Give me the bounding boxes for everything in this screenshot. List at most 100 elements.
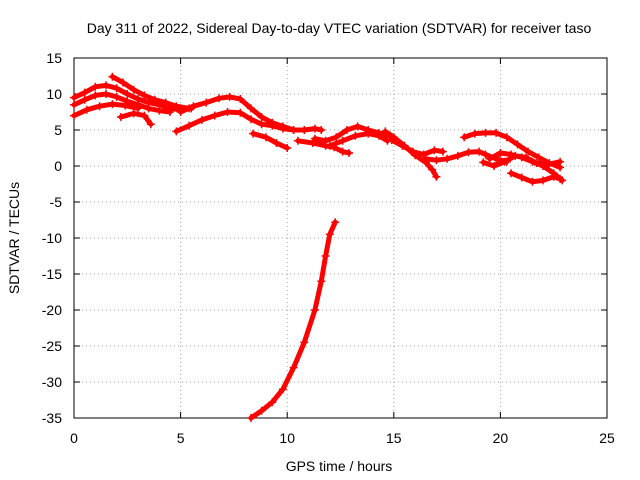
data-point <box>310 134 319 143</box>
data-point <box>129 85 138 94</box>
x-tick-label: 20 <box>493 430 509 446</box>
data-point <box>481 128 490 137</box>
data-point <box>82 105 91 114</box>
y-tick-label: -5 <box>50 194 63 210</box>
data-point <box>293 136 302 145</box>
data-point <box>119 78 127 87</box>
y-tick-label: -30 <box>42 374 62 390</box>
data-point <box>247 115 255 124</box>
series-track-11 <box>327 131 390 149</box>
data-point <box>443 154 452 163</box>
data-point <box>338 136 347 145</box>
y-tick-label: -15 <box>42 266 62 282</box>
data-point <box>112 84 121 93</box>
data-point <box>543 160 552 169</box>
data-point <box>289 363 298 372</box>
data-point <box>202 98 211 107</box>
data-point <box>556 175 565 183</box>
data-point <box>257 120 266 129</box>
data-point <box>332 133 341 142</box>
data-point <box>121 101 130 110</box>
data-point <box>102 81 110 90</box>
data-point <box>278 124 287 133</box>
x-tick-label: 15 <box>386 430 402 446</box>
data-point <box>310 306 319 314</box>
data-point <box>144 104 153 113</box>
data-point <box>430 146 439 155</box>
data-point <box>490 162 498 170</box>
data-point <box>112 92 121 101</box>
data-point <box>116 113 125 121</box>
series-track-15 <box>461 130 563 170</box>
data-point <box>496 149 505 157</box>
x-tick-label: 10 <box>279 430 295 446</box>
data-point <box>528 177 537 186</box>
data-point <box>485 154 494 163</box>
data-point <box>460 133 469 142</box>
data-point <box>257 406 266 415</box>
data-point <box>102 90 110 98</box>
data-point <box>257 113 266 121</box>
series-track-7 <box>173 109 324 134</box>
y-tick-label: 10 <box>46 86 62 102</box>
data-point <box>91 91 100 100</box>
data-point <box>481 150 490 159</box>
data-point <box>123 90 132 98</box>
data-point <box>95 102 104 111</box>
data-point <box>432 172 441 181</box>
data-point <box>475 147 484 156</box>
y-tick-label: -35 <box>42 410 62 426</box>
series-track-2 <box>71 91 173 115</box>
data-point <box>381 127 390 136</box>
data-point <box>151 95 159 104</box>
y-tick-label: 15 <box>46 50 62 66</box>
data-point <box>172 127 181 136</box>
grid-lines <box>74 58 607 418</box>
y-tick-label: -25 <box>42 338 62 354</box>
x-tick-labels: 0 5 10 15 20 25 <box>70 430 615 446</box>
y-axis-label: SDTVAR / TECUs <box>6 182 22 294</box>
data-point <box>215 94 223 103</box>
data-point <box>351 131 360 140</box>
data-point <box>300 126 309 134</box>
data-series <box>70 72 567 422</box>
y-tick-label: 0 <box>54 158 62 174</box>
data-point <box>108 72 117 81</box>
series-track-8 <box>250 131 290 151</box>
data-point <box>532 159 541 168</box>
data-point <box>325 141 334 150</box>
data-point <box>338 147 347 156</box>
data-point <box>155 106 164 115</box>
x-tick-label: 25 <box>599 430 615 446</box>
data-point <box>556 157 565 166</box>
data-point <box>80 88 89 97</box>
data-point <box>539 176 547 185</box>
data-point <box>236 95 245 103</box>
data-point <box>268 398 277 407</box>
data-point <box>353 122 362 131</box>
data-point <box>464 148 473 157</box>
data-point <box>409 147 417 156</box>
data-point <box>534 153 543 162</box>
data-point <box>236 108 245 117</box>
data-point <box>511 151 520 160</box>
data-point <box>492 128 501 137</box>
data-point <box>91 82 100 91</box>
data-point <box>419 150 428 159</box>
data-point <box>225 92 234 101</box>
data-point <box>185 121 194 130</box>
data-point <box>317 277 326 286</box>
data-point <box>479 158 488 167</box>
data-point <box>247 414 255 422</box>
data-point <box>507 169 516 178</box>
x-tick-label: 5 <box>177 430 185 446</box>
data-point <box>321 136 330 145</box>
data-point <box>549 172 558 181</box>
data-point <box>364 129 373 138</box>
data-point <box>176 108 185 116</box>
data-point <box>247 104 255 113</box>
data-point <box>513 140 522 149</box>
data-point <box>310 124 319 133</box>
series-track-13 <box>389 137 446 157</box>
